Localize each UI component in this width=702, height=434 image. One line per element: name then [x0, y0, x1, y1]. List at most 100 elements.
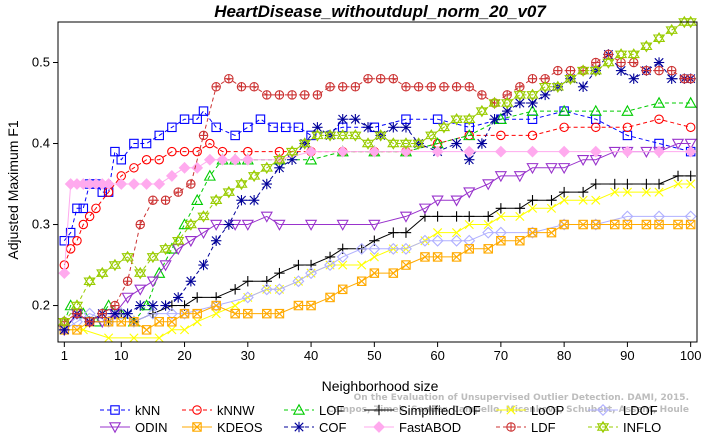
x-tick-label: 30 — [241, 348, 255, 363]
data-point-cof — [236, 195, 247, 206]
data-point-loop — [464, 219, 474, 230]
legend-marker-inflo — [596, 420, 610, 434]
data-point-inflo — [488, 96, 501, 110]
data-point-ldf — [666, 65, 677, 76]
legend-item-fastabod: FastABOD — [364, 420, 461, 434]
data-point-cof — [476, 138, 488, 149]
data-point-inflo — [526, 88, 539, 102]
data-point-loop — [673, 179, 683, 189]
data-point-lof — [304, 153, 318, 165]
data-point-lof — [191, 193, 204, 205]
data-point-inflo — [501, 96, 514, 110]
data-point-knnw — [84, 211, 95, 222]
data-point-ldf — [122, 276, 133, 286]
data-point-inflo — [311, 129, 324, 142]
data-point-fastabod — [494, 145, 507, 158]
data-point-loop — [641, 187, 651, 197]
data-point-ldf — [426, 82, 437, 92]
data-point-knnw — [654, 114, 664, 124]
data-point-knnw — [167, 146, 177, 157]
data-point-ldof — [450, 234, 463, 247]
data-point-inflo — [652, 31, 666, 45]
legend-label: INFLO — [623, 420, 661, 434]
data-point-inflo — [412, 137, 425, 150]
data-point-odin — [336, 219, 349, 231]
data-point-ldof — [292, 275, 305, 288]
data-point-inflo — [336, 129, 349, 142]
data-point-fastabod — [653, 145, 665, 158]
data-point-knn — [268, 122, 278, 133]
data-point-fastabod — [368, 145, 381, 158]
y-tick-label: 0.2 — [32, 298, 50, 313]
data-point-knnw — [72, 235, 82, 246]
data-point-simplifiedlof — [451, 211, 462, 222]
data-point-loop — [433, 228, 443, 238]
data-point-knn — [432, 114, 443, 124]
data-point-kdeos — [129, 316, 139, 327]
data-point-inflo — [298, 137, 311, 150]
data-point-ldf — [439, 82, 449, 92]
data-point-knn — [110, 146, 120, 157]
data-point-knn — [243, 122, 253, 133]
legend-marker-knn — [110, 405, 120, 415]
legend-label: ODIN — [135, 420, 168, 434]
data-point-ldof — [431, 234, 444, 247]
data-point-knn — [141, 138, 152, 149]
data-point-knnw — [559, 122, 569, 133]
data-point-simplifiedlof — [653, 178, 665, 190]
data-point-ldf — [135, 219, 145, 230]
data-point-odin — [172, 244, 185, 256]
data-point-ldof — [260, 283, 273, 296]
data-point-fastabod — [128, 178, 140, 190]
plot-frame — [57, 21, 698, 343]
data-point-lof — [558, 104, 571, 116]
data-point-inflo — [83, 274, 96, 288]
legend-item-inflo: INFLO — [588, 420, 661, 434]
data-point-simplifiedlof — [432, 211, 443, 222]
data-point-odin — [431, 195, 444, 207]
data-point-cof — [451, 138, 462, 149]
legend-item-cof: COF — [284, 420, 347, 434]
data-point-cof — [337, 114, 348, 125]
legend-marker-kdeos — [192, 422, 202, 432]
legend-item-loop: LoOP — [496, 403, 564, 418]
data-point-ldf — [198, 130, 209, 141]
data-point-cof — [135, 300, 146, 311]
data-point-odin — [494, 171, 508, 183]
data-point-inflo — [247, 169, 261, 183]
data-point-ldf — [685, 73, 696, 84]
data-point-ldf — [337, 82, 348, 92]
data-point-odin — [273, 219, 286, 231]
data-point-simplifiedlof — [590, 178, 601, 190]
data-point-knnw — [78, 219, 89, 230]
data-point-ldof — [71, 315, 83, 328]
data-point-loop — [483, 219, 493, 230]
data-point-simplifiedlof — [546, 195, 557, 206]
data-point-inflo — [260, 161, 273, 175]
x-tick-label: 100 — [680, 348, 702, 363]
data-point-inflo — [134, 266, 147, 280]
data-point-simplifiedlof — [609, 178, 620, 190]
legend-label: KDEOS — [217, 420, 263, 434]
data-point-fastabod — [558, 145, 571, 158]
data-point-kdeos — [654, 219, 664, 230]
data-point-odin — [671, 138, 685, 150]
data-point-simplifiedlof — [242, 276, 254, 287]
y-axis-label: Adjusted Maximum F1 — [5, 120, 21, 259]
legend-label: LDF — [531, 420, 556, 434]
data-point-kdeos — [262, 308, 272, 319]
data-point-ldf — [287, 90, 297, 100]
watermark-citation-line2: On the Evaluation of Unsupervised Outlie… — [354, 393, 689, 403]
data-point-inflo — [640, 40, 653, 53]
data-point-knn — [59, 235, 70, 246]
data-point-knn — [293, 122, 304, 133]
data-point-inflo — [576, 64, 590, 77]
legend-item-simplifiedlof: SimplifiedLOF — [364, 403, 481, 418]
data-point-knn — [65, 227, 76, 238]
legend-label: SimplifiedLOF — [399, 403, 481, 418]
data-point-fastabod — [431, 145, 444, 158]
data-point-loop — [578, 195, 588, 205]
data-point-loop — [129, 333, 139, 343]
data-point-kdeos — [420, 252, 430, 262]
data-point-lof — [463, 129, 476, 141]
